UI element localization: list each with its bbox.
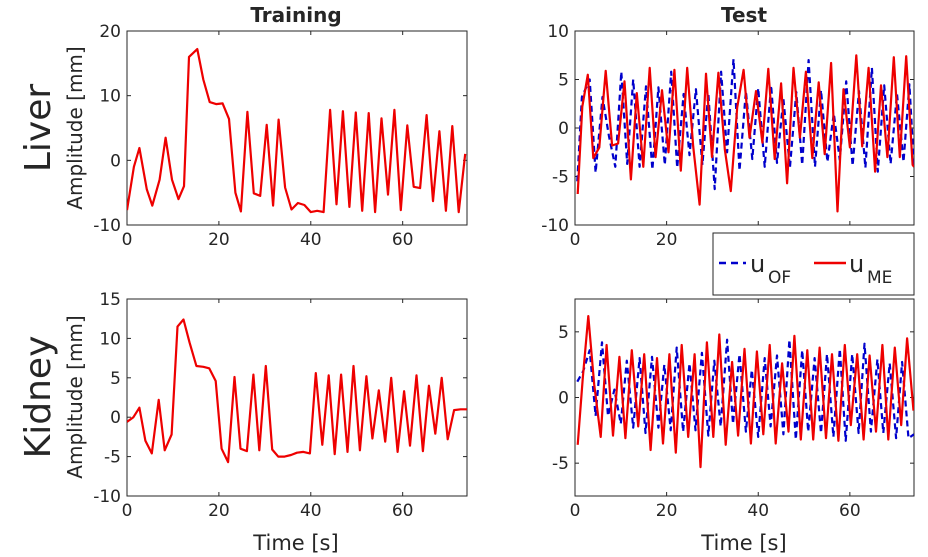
- y-tick-label: 10: [99, 87, 121, 107]
- y-tick-label: -10: [541, 216, 569, 236]
- col-title-training: Training: [250, 3, 341, 27]
- axes-kidney-test: 0 20 40 60 -5 0 5: [552, 298, 915, 521]
- row-label-kidney: Kidney: [18, 336, 59, 459]
- y-tick-label: 5: [558, 323, 569, 343]
- x-tick-label: 0: [122, 230, 133, 250]
- x-tick-label: 20: [656, 501, 678, 521]
- plot-area: [126, 298, 468, 497]
- y-tick-label: 0: [558, 389, 569, 409]
- legend: u OF u ME: [712, 232, 915, 296]
- x-tick-label: 0: [570, 501, 581, 521]
- x-tick-label: 20: [208, 501, 230, 521]
- y-tick-label: 0: [558, 119, 569, 139]
- plot-area: [574, 298, 915, 497]
- series-line-u-me: [127, 318, 467, 464]
- x-tick-label: 40: [300, 501, 322, 521]
- x-tick-label: 40: [300, 230, 322, 250]
- x-tick-label: 0: [122, 501, 133, 521]
- x-tick-label: 60: [392, 501, 414, 521]
- x-tick-label: 60: [392, 230, 414, 250]
- series-line-u-me: [576, 315, 914, 469]
- axes-kidney-training: 0 20 40 60 -10 -5 0 5 10 15: [93, 290, 468, 521]
- y-tick-label: -5: [104, 448, 121, 468]
- y-tick-label: 10: [99, 329, 121, 349]
- x-tick-label: 0: [570, 230, 581, 250]
- x-tick-label: 40: [747, 501, 769, 521]
- x-tick-label: 20: [656, 230, 678, 250]
- legend-me-sub: ME: [867, 268, 892, 288]
- y-tick-label: -10: [93, 487, 121, 507]
- series-line-u-me: [127, 47, 467, 214]
- series-line-u-me: [576, 54, 914, 213]
- y-tick-label: -5: [552, 454, 569, 474]
- y-tick-label: -10: [93, 216, 121, 236]
- x-tick-label: 20: [208, 230, 230, 250]
- row-label-liver: Liver: [18, 84, 59, 173]
- x-tick-label: 60: [839, 501, 861, 521]
- y-tick-label: 5: [558, 71, 569, 91]
- xlabel-training: Time [s]: [252, 531, 338, 555]
- y-tick-label: 20: [99, 22, 121, 42]
- xlabel-test: Time [s]: [700, 531, 786, 555]
- y-tick-label: 0: [110, 408, 121, 428]
- legend-box: [712, 232, 915, 296]
- y-tick-label: 0: [110, 151, 121, 171]
- ylabel-kidney: Amplitude [mm]: [63, 315, 87, 478]
- y-tick-label: -5: [552, 168, 569, 188]
- y-tick-label: 5: [110, 369, 121, 389]
- legend-me-u: u: [849, 250, 864, 278]
- series-line-u-of: [576, 338, 914, 442]
- plot-area: [126, 30, 468, 226]
- ylabel-liver: Amplitude [mm]: [63, 46, 87, 209]
- col-title-test: Test: [721, 3, 767, 27]
- legend-of-u: u: [750, 250, 765, 278]
- legend-of-sub: OF: [768, 268, 791, 288]
- y-tick-label: 10: [547, 22, 569, 42]
- y-tick-label: 15: [99, 290, 121, 310]
